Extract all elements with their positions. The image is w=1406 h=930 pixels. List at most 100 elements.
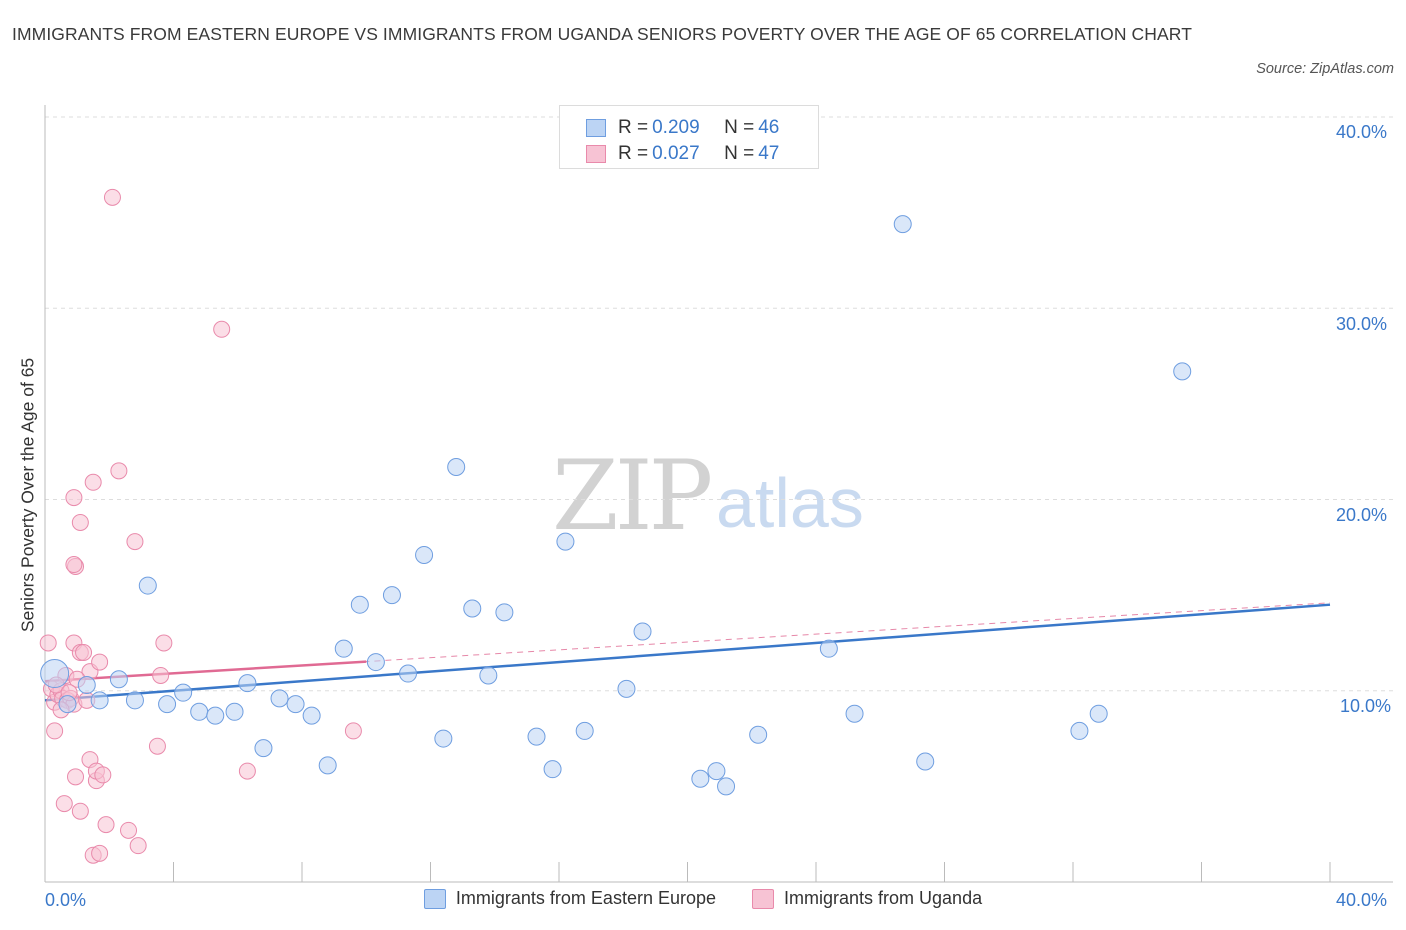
y-tick-label-30: 30.0% <box>1336 314 1388 334</box>
point-uganda <box>129 837 147 855</box>
legend-row-uganda: R = 0.027 N = 47 <box>586 141 779 167</box>
point-uganda <box>65 489 83 507</box>
legend-n-label: N = <box>724 143 755 164</box>
trendlines <box>44 602 1331 702</box>
axes <box>44 105 1393 883</box>
watermark-atlas: atlas <box>716 464 864 542</box>
point-eastern-europe <box>270 689 289 708</box>
x-tick-label-min: 0.0% <box>45 890 87 910</box>
point-uganda <box>55 795 73 813</box>
point-eastern-europe <box>556 532 575 551</box>
point-uganda <box>46 722 64 740</box>
point-uganda <box>39 634 57 652</box>
legend-n-value: 47 <box>758 143 780 164</box>
correlation-legend: R = 0.209 N = 46 R = 0.027 N = 47 <box>559 105 819 169</box>
y-axis-title: Seniors Poverty Over the Age of 65 <box>17 357 38 633</box>
legend-label-uganda: Immigrants from Uganda <box>784 888 983 908</box>
x-tick-label-max: 40.0% <box>1336 890 1388 910</box>
series-legend: Immigrants from Eastern Europe Immigrant… <box>0 888 1406 909</box>
legend-r-label: R = <box>618 143 649 164</box>
trendline-uganda <box>44 660 367 683</box>
point-eastern-europe <box>893 215 912 234</box>
point-eastern-europe <box>90 691 109 710</box>
point-eastern-europe <box>238 674 257 693</box>
legend-swatch-pink <box>752 888 775 909</box>
y-tick-label-40: 40.0% <box>1336 122 1388 142</box>
legend-r-value: 0.209 <box>652 117 700 138</box>
point-uganda <box>103 188 121 206</box>
point-uganda <box>91 653 109 671</box>
point-eastern-europe <box>916 752 935 771</box>
point-eastern-europe <box>334 639 353 658</box>
point-eastern-europe <box>691 769 710 788</box>
point-eastern-europe <box>366 653 385 672</box>
point-eastern-europe <box>845 704 864 723</box>
point-eastern-europe <box>58 695 77 714</box>
point-eastern-europe <box>302 706 321 725</box>
point-uganda <box>71 802 89 820</box>
point-eastern-europe <box>190 702 209 721</box>
point-uganda <box>91 844 109 862</box>
point-eastern-europe <box>1173 362 1192 381</box>
legend-item-eastern-europe[interactable]: Immigrants from Eastern Europe <box>423 888 717 909</box>
point-uganda <box>71 513 89 531</box>
legend-n-label: N = <box>724 117 755 138</box>
point-eastern-europe <box>174 683 193 702</box>
point-eastern-europe <box>447 457 466 476</box>
point-uganda <box>84 473 102 491</box>
point-eastern-europe <box>707 762 726 781</box>
point-eastern-europe <box>138 576 157 595</box>
y-tick-label-20: 20.0% <box>1336 505 1388 525</box>
point-eastern-europe <box>527 727 546 746</box>
point-eastern-europe <box>318 756 337 775</box>
point-eastern-europe <box>463 599 482 618</box>
point-eastern-europe <box>254 739 273 758</box>
source-label: Source: ZipAtlas.com <box>1256 61 1394 77</box>
point-eastern-europe <box>225 702 244 721</box>
legend-swatch-blue <box>586 119 606 137</box>
point-uganda <box>65 556 83 574</box>
legend-row-eastern-europe: R = 0.209 N = 46 <box>586 115 779 141</box>
point-eastern-europe <box>399 664 418 683</box>
legend-n-value: 46 <box>758 117 780 138</box>
point-eastern-europe <box>495 603 514 622</box>
point-eastern-europe <box>286 695 305 714</box>
point-eastern-europe <box>575 721 594 740</box>
y-tick-label-10: 10.0% <box>1340 696 1392 716</box>
point-eastern-europe <box>415 545 434 564</box>
point-eastern-europe <box>40 659 70 689</box>
point-uganda <box>75 644 93 661</box>
point-eastern-europe <box>158 695 177 714</box>
point-uganda <box>94 766 112 784</box>
point-uganda <box>213 320 231 338</box>
point-eastern-europe <box>206 706 225 725</box>
point-uganda <box>97 816 115 834</box>
point-uganda <box>344 722 362 740</box>
point-eastern-europe <box>1089 704 1108 723</box>
point-uganda <box>126 533 144 551</box>
point-uganda <box>67 768 85 786</box>
point-eastern-europe <box>77 676 96 695</box>
point-uganda <box>110 462 128 480</box>
point-eastern-europe <box>717 777 736 796</box>
point-eastern-europe <box>434 729 453 748</box>
legend-swatch-blue <box>423 888 446 909</box>
legend-r-value: 0.027 <box>652 143 700 164</box>
point-eastern-europe <box>350 595 369 614</box>
trendline-eastern-europe <box>44 603 1331 702</box>
point-eastern-europe <box>819 639 838 658</box>
chart-title: IMMIGRANTS FROM EASTERN EUROPE VS IMMIGR… <box>12 24 1193 44</box>
point-uganda <box>120 821 138 839</box>
point-uganda <box>155 634 173 652</box>
point-uganda <box>238 762 256 780</box>
point-uganda <box>152 666 170 684</box>
legend-r-label: R = <box>618 117 649 138</box>
point-eastern-europe <box>109 670 128 689</box>
legend-swatch-pink <box>586 145 606 163</box>
legend-item-uganda[interactable]: Immigrants from Uganda <box>752 888 982 909</box>
point-eastern-europe <box>382 586 401 605</box>
point-uganda <box>148 737 166 755</box>
legend-label-eastern-europe: Immigrants from Eastern Europe <box>455 888 717 908</box>
point-eastern-europe <box>125 691 144 710</box>
